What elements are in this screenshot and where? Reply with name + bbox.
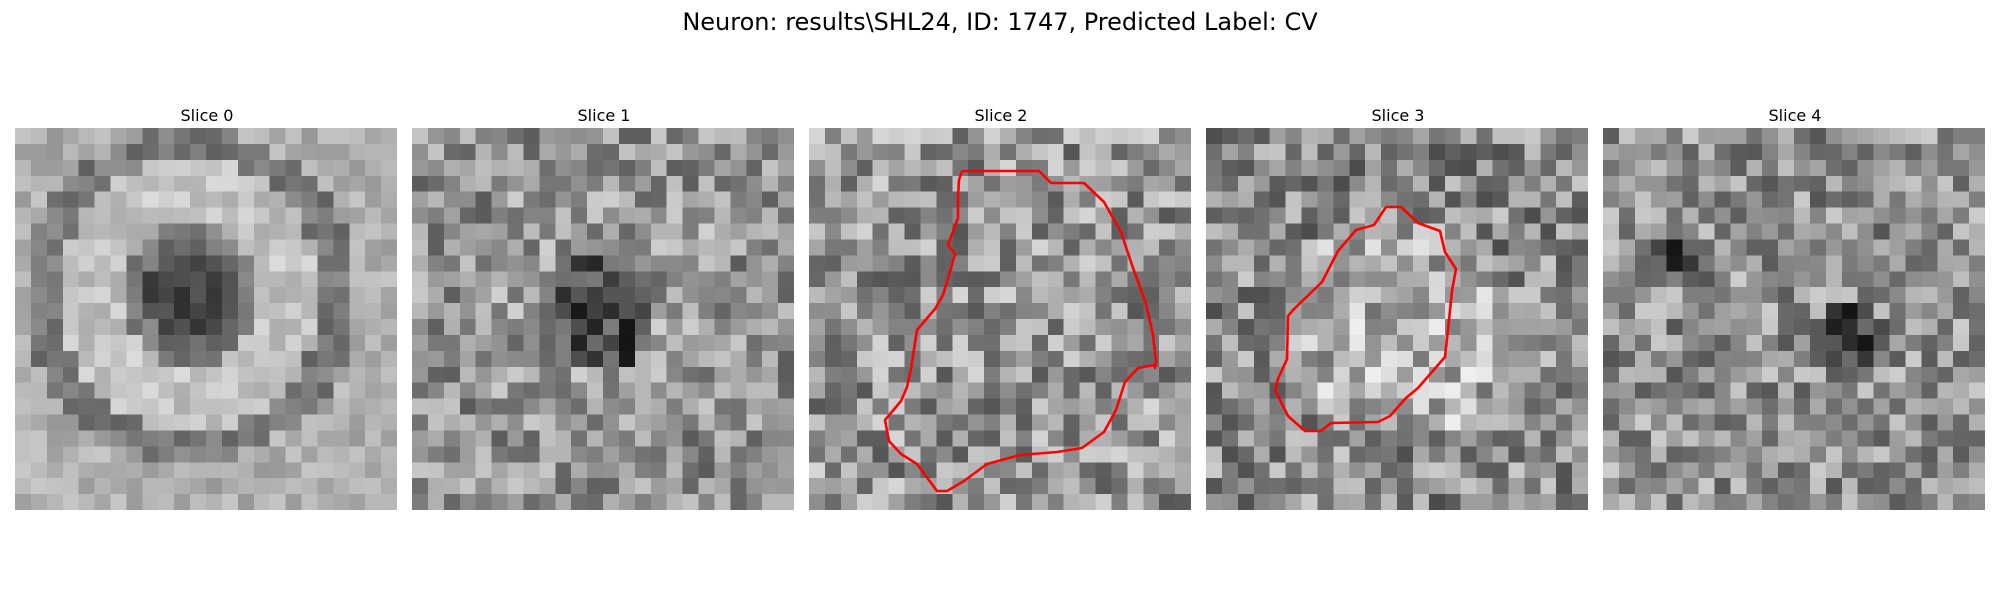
slice-panel-1: Slice 1 — [412, 106, 796, 510]
segmentation-contour-3 — [1273, 205, 1458, 433]
slice-panel-4: Slice 4 — [1603, 106, 1987, 510]
slice-title-2: Slice 2 — [974, 106, 1028, 125]
slice-image-3 — [1206, 128, 1588, 510]
figure-title: Neuron: results\SHL24, ID: 1747, Predict… — [682, 8, 1318, 36]
slice-title-4: Slice 4 — [1768, 106, 1822, 125]
slice-image-1 — [412, 128, 794, 510]
slice-panel-0: Slice 0 — [15, 106, 399, 510]
slice-title-0: Slice 0 — [180, 106, 234, 125]
slice-title-1: Slice 1 — [577, 106, 631, 125]
slice-image-4 — [1603, 128, 1985, 510]
slice-panel-3: Slice 3 — [1206, 106, 1590, 510]
slice-image-0 — [15, 128, 397, 510]
segmentation-contour-2 — [883, 169, 1158, 493]
slice-panel-2: Slice 2 — [809, 106, 1193, 510]
slice-image-2 — [809, 128, 1191, 510]
slice-title-3: Slice 3 — [1371, 106, 1425, 125]
